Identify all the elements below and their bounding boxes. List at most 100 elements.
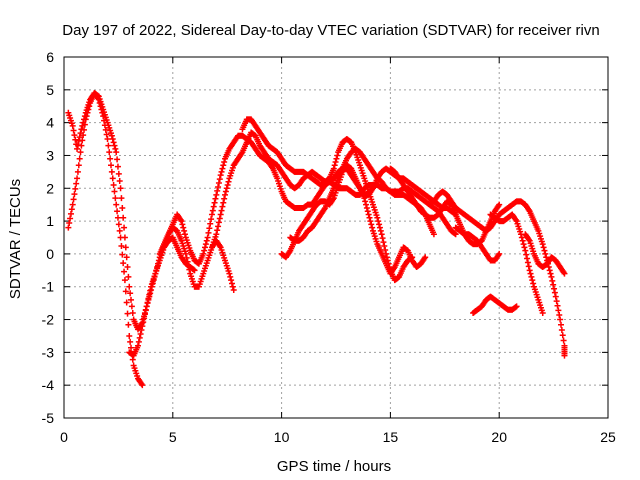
- data-point: [363, 201, 370, 208]
- data-point: [203, 237, 210, 244]
- axis-ticks: 0 5 10 15 20 25 -5 -4 -3 -2 -1 0 1 2 3 4 5 6: [42, 49, 616, 445]
- data-point: [121, 224, 128, 231]
- plot-frame: [63, 56, 609, 419]
- data-point: [126, 332, 133, 339]
- data-point: [106, 149, 113, 156]
- data-point: [430, 231, 437, 238]
- data-point: [114, 214, 121, 221]
- data-point: [365, 211, 372, 218]
- y-tick-label: 2: [46, 180, 54, 196]
- data-point: [71, 191, 78, 198]
- data-point: [369, 224, 376, 231]
- data-point: [116, 227, 123, 234]
- data-point: [178, 218, 185, 225]
- data-point: [76, 155, 83, 162]
- data-point: [118, 195, 125, 202]
- data-point: [105, 142, 112, 149]
- data-point: [152, 270, 159, 277]
- data-point: [150, 277, 157, 284]
- data-point: [205, 229, 212, 236]
- x-tick-label: 5: [169, 429, 177, 445]
- x-tick-label: 25: [600, 429, 616, 445]
- data-point: [551, 289, 558, 296]
- data-point: [82, 116, 89, 123]
- data-point: [541, 247, 548, 254]
- data-point: [225, 178, 232, 185]
- y-tick-label: -2: [42, 312, 55, 328]
- data-point: [185, 262, 192, 269]
- data-point: [367, 218, 374, 225]
- data-point: [69, 201, 76, 208]
- y-tick-label: 3: [46, 147, 54, 163]
- data-point: [98, 106, 105, 113]
- data-point: [135, 338, 142, 345]
- data-point: [138, 327, 145, 334]
- data-point: [137, 330, 144, 337]
- data-point: [561, 270, 568, 277]
- x-tick-label: 15: [383, 429, 399, 445]
- series-track-11: [452, 224, 503, 264]
- data-point: [127, 290, 134, 297]
- data-point: [74, 168, 81, 175]
- data-point: [220, 199, 227, 206]
- data-point: [496, 250, 503, 257]
- data-point: [83, 113, 90, 120]
- y-axis-label: SDTVAR / TECUs: [7, 179, 24, 299]
- data-point: [154, 264, 161, 271]
- data-point: [376, 221, 383, 228]
- data-point: [119, 251, 126, 258]
- data-point: [228, 277, 235, 284]
- data-point: [118, 243, 125, 250]
- data-point: [73, 180, 80, 187]
- data-point: [201, 247, 208, 254]
- data-point: [99, 109, 106, 116]
- data-point: [136, 334, 143, 341]
- data-point: [522, 247, 529, 254]
- data-point: [114, 163, 121, 170]
- data-point: [222, 188, 229, 195]
- data-point: [226, 270, 233, 277]
- data-point: [114, 208, 121, 215]
- data-point: [332, 159, 339, 166]
- data-point: [70, 127, 77, 134]
- data-point: [181, 231, 188, 238]
- data-point: [217, 172, 224, 179]
- data-point: [95, 96, 102, 103]
- data-point: [223, 185, 230, 192]
- data-point: [143, 303, 150, 310]
- data-point: [550, 281, 557, 288]
- data-point: [216, 215, 223, 222]
- data-point: [100, 113, 107, 120]
- data-point: [540, 244, 547, 251]
- y-tick-label: 6: [46, 49, 54, 65]
- data-point: [97, 103, 104, 110]
- data-point: [524, 255, 531, 262]
- data-point: [368, 221, 375, 228]
- data-point: [144, 300, 151, 307]
- data-point: [127, 338, 134, 345]
- data-point: [149, 280, 156, 287]
- data-point: [381, 243, 388, 250]
- x-tick-label: 0: [60, 429, 68, 445]
- data-point: [209, 207, 216, 214]
- data-point: [128, 303, 135, 310]
- data-point: [69, 122, 76, 129]
- data-point: [219, 165, 226, 172]
- data-point: [202, 244, 209, 251]
- data-point: [114, 156, 121, 163]
- data-point: [148, 283, 155, 290]
- data-point: [530, 280, 537, 287]
- data-point: [211, 199, 218, 206]
- data-point: [148, 287, 155, 294]
- series-track-14: [522, 231, 568, 277]
- data-point: [374, 214, 381, 221]
- data-point: [218, 168, 225, 175]
- data-point: [208, 216, 215, 223]
- data-point: [496, 201, 503, 208]
- data-point: [122, 244, 129, 251]
- data-point: [206, 225, 213, 232]
- data-point: [147, 290, 154, 297]
- data-point: [213, 191, 220, 198]
- data-point: [366, 214, 373, 221]
- data-point: [128, 344, 135, 351]
